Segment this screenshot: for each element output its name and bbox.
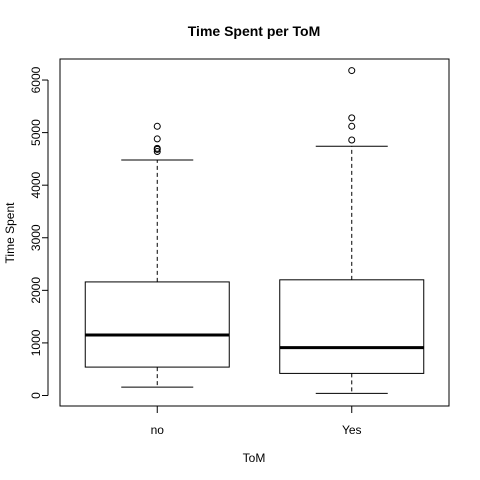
y-tick-label-6: 6000	[29, 66, 43, 93]
outlier-0-4	[153, 122, 161, 130]
outlier-1-1	[348, 122, 356, 130]
y-tick-label-3: 3000	[29, 224, 43, 251]
outlier-0-2	[153, 144, 161, 152]
x-axis-label: ToM	[243, 451, 266, 465]
y-tick-label-5: 5000	[29, 119, 43, 146]
outlier-1-3	[348, 67, 356, 75]
x-tick-label-0: no	[151, 423, 165, 437]
box-1	[279, 279, 425, 374]
y-tick-label-4: 4000	[29, 172, 43, 199]
y-axis-label: Time Spent	[3, 202, 17, 264]
x-tick-label-1: Yes	[342, 423, 362, 437]
outlier-0-0	[153, 148, 161, 156]
box-0	[84, 281, 230, 368]
y-tick-label-1: 1000	[29, 329, 43, 356]
y-tick-label-2: 2000	[29, 277, 43, 304]
outlier-1-2	[348, 114, 356, 122]
chart-title: Time Spent per ToM	[188, 23, 321, 39]
y-tick-label-0: 0	[29, 392, 43, 399]
chart-marks: 0 1000 2000 3000 4000 5000 6000 no Yes	[29, 66, 425, 437]
outlier-0-3	[153, 135, 161, 143]
outlier-1-0	[348, 136, 356, 144]
